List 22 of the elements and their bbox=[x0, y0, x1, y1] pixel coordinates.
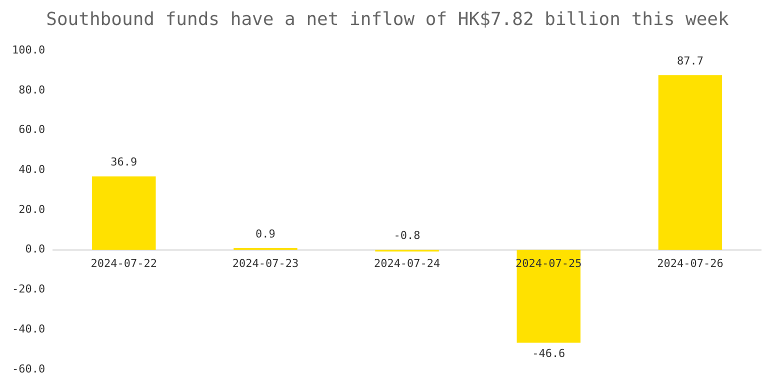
data-label: -0.8 bbox=[394, 229, 420, 242]
y-tick-label: 20.0 bbox=[18, 202, 46, 216]
y-tick-label: 40.0 bbox=[18, 163, 46, 176]
data-label: 87.7 bbox=[676, 54, 704, 68]
y-tick-label: 0.0 bbox=[25, 242, 46, 256]
x-tick-label: 2024-07-23 bbox=[232, 257, 299, 270]
data-label: -46.6 bbox=[532, 347, 566, 360]
data-label: 36.9 bbox=[110, 156, 138, 169]
y-tick-label: 100.0 bbox=[12, 43, 46, 56]
y-tick-label: 80.0 bbox=[18, 83, 46, 96]
bar bbox=[516, 250, 580, 343]
x-tick-label: 2024-07-24 bbox=[374, 257, 441, 270]
bar bbox=[658, 75, 722, 250]
data-label: 0.9 bbox=[256, 227, 276, 240]
y-tick-label: -40.0 bbox=[12, 322, 46, 336]
x-tick-label: 2024-07-22 bbox=[90, 257, 158, 270]
x-tick-label: 2024-07-26 bbox=[657, 257, 724, 270]
y-tick-label: -60.0 bbox=[12, 362, 46, 376]
y-tick-label: -20.0 bbox=[12, 282, 46, 296]
chart-title: Southbound funds have a net inflow of HK$7.82 billion this week bbox=[45, 8, 730, 32]
y-tick-label: 60.0 bbox=[18, 123, 46, 136]
bar bbox=[92, 176, 156, 250]
